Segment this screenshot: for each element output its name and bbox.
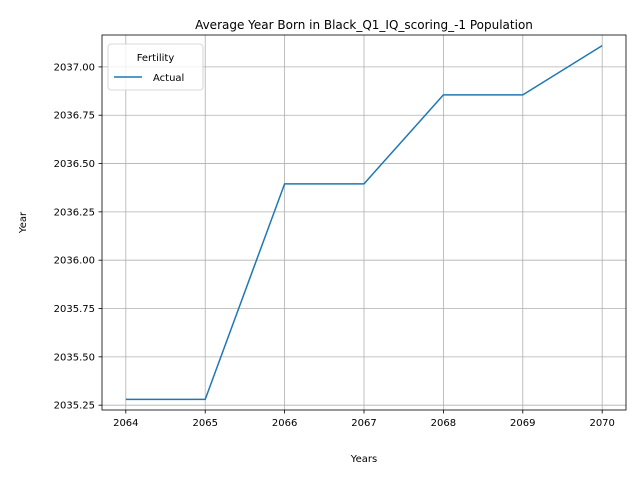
x-tick-label: 2065 [192, 418, 217, 429]
y-tick-label: 2036.75 [54, 111, 95, 122]
x-axis-label: Years [350, 454, 377, 465]
y-tick-label: 2037.00 [54, 62, 95, 73]
x-tick-label: 2066 [272, 418, 297, 429]
y-tick-label: 2036.25 [54, 207, 95, 218]
y-tick-label: 2035.75 [54, 304, 95, 315]
grid-lines [102, 35, 626, 410]
y-tick-label: 2035.25 [54, 401, 95, 412]
series-layer [125, 44, 603, 401]
y-axis-ticks: 2035.25 2035.50 2035.75 2036.00 2036.25 2036.… [54, 62, 102, 412]
x-tick-label: 2067 [351, 418, 376, 429]
y-tick-label: 2036.50 [54, 159, 95, 170]
legend-box [107, 43, 204, 91]
y-axis-label: Year [18, 211, 29, 234]
legend-label-actual: Actual [153, 73, 184, 84]
legend: Fertility Actual [107, 43, 204, 91]
x-tick-label: 2068 [431, 418, 456, 429]
y-tick-label: 2036.00 [54, 256, 95, 267]
chart-title: Average Year Born in Black_Q1_IQ_scoring… [195, 18, 533, 32]
x-tick-label: 2064 [113, 418, 138, 429]
series-line-actual [125, 44, 603, 401]
legend-title: Fertility [137, 53, 175, 64]
x-tick-label: 2070 [589, 418, 614, 429]
x-axis-ticks: 2064 2065 2066 2067 2068 2069 2070 [113, 410, 615, 429]
x-tick-label: 2069 [510, 418, 535, 429]
y-tick-label: 2035.50 [54, 352, 95, 363]
